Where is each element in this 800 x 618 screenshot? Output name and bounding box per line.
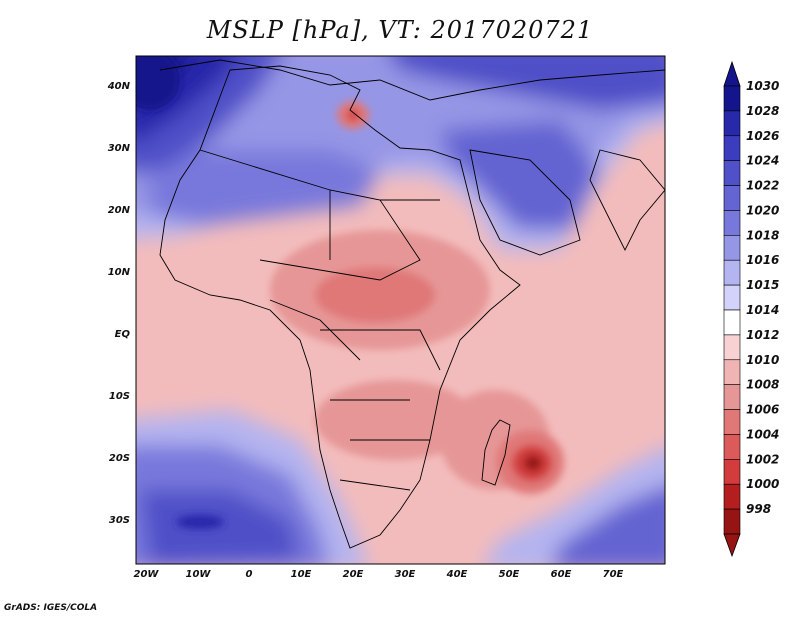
arabia-coast xyxy=(469,149,581,256)
sahara-high xyxy=(150,150,380,225)
colorbar-label: 1020 xyxy=(746,203,779,217)
colorbar-label: 1010 xyxy=(746,353,779,367)
lat-label: 30N xyxy=(108,143,131,154)
lat-label: 20S xyxy=(109,453,130,464)
colorbar-swatch xyxy=(723,135,741,161)
colorbar-swatch xyxy=(723,434,741,460)
colorbar-label: 1002 xyxy=(746,452,779,466)
colorbar-swatch xyxy=(723,110,741,137)
madagascar-low-core xyxy=(524,455,542,471)
colorbar-swatch xyxy=(723,334,741,361)
lat-label: 30S xyxy=(109,515,130,526)
coastlines xyxy=(159,59,665,549)
internal-borders xyxy=(199,149,441,491)
lon-label: 40E xyxy=(446,569,468,580)
colorbar-swatch xyxy=(723,483,741,510)
lon-label: 20W xyxy=(134,569,160,580)
europe-coast xyxy=(159,59,665,101)
colorbar-label: 1015 xyxy=(746,278,779,292)
colorbar-label: 1024 xyxy=(746,154,779,168)
colorbar: 1030 1028 1026 1024 1022 1020 1018 1016 1015 1014… xyxy=(723,60,779,558)
colorbar-label: 1016 xyxy=(746,253,779,267)
lat-label: 10S xyxy=(109,391,130,402)
colorbar-label: 1004 xyxy=(746,427,779,441)
lat-label: 10N xyxy=(108,267,131,278)
colorbar-swatch xyxy=(723,160,741,186)
colorbar-labels: 1030 1028 1026 1024 1022 1020 1018 1016 1015 1014… xyxy=(746,79,779,516)
colorbar-swatch xyxy=(723,359,741,385)
lon-label: 10E xyxy=(291,569,312,580)
colorbar-label: 1030 xyxy=(746,79,779,93)
lon-axis: 20W 10W 0 10E 20E 30E 40E 50E 60E 70E xyxy=(134,569,624,580)
south-indian-high xyxy=(552,486,665,564)
colorbar-label: 1028 xyxy=(746,104,779,118)
lat-label: 40N xyxy=(107,81,131,92)
central-africa-low xyxy=(315,267,435,323)
pressure-field xyxy=(136,56,665,564)
colorbar-label: 1000 xyxy=(746,477,779,491)
madagascar-coast xyxy=(481,419,511,486)
lon-label: 30E xyxy=(395,569,416,580)
colorbar-swatch xyxy=(723,508,741,535)
lat-axis: 40N 30N 20N 10N EQ 10S 20S 30S xyxy=(107,81,131,526)
india-coast xyxy=(589,149,665,252)
lat-label: EQ xyxy=(115,329,131,340)
colorbar-swatch xyxy=(723,259,741,286)
arabia-high xyxy=(440,120,600,230)
colorbar-swatch xyxy=(723,85,741,112)
colorbar-label: 1018 xyxy=(746,228,779,242)
africa-coast xyxy=(159,65,521,549)
map-frame xyxy=(135,55,666,565)
colorbar-top-arrow xyxy=(723,60,741,87)
atlantic-high-peak xyxy=(136,56,180,110)
lon-label: 50E xyxy=(499,569,520,580)
colorbar-label: 1006 xyxy=(746,403,779,417)
lat-label: 20N xyxy=(108,205,131,216)
credit-text: GrADS: IGES/COLA xyxy=(4,603,98,613)
colorbar-label: 1014 xyxy=(746,303,779,317)
colorbar-swatch xyxy=(723,459,741,485)
colorbar-swatch xyxy=(723,235,741,261)
mediterranean-low-core xyxy=(347,109,359,121)
south-atlantic-high-center xyxy=(176,515,224,529)
colorbar-label: 1026 xyxy=(746,129,779,143)
colorbar-label: 1022 xyxy=(746,179,779,193)
map-title: MSLP [hPa], VT: 2017020721 xyxy=(206,16,594,44)
colorbar-swatch xyxy=(723,210,741,236)
colorbar-bottom-arrow xyxy=(723,533,741,558)
colorbar-swatch xyxy=(723,185,741,211)
colorbar-swatch xyxy=(723,284,741,311)
colorbar-swatch xyxy=(723,309,741,336)
colorbar-label: 998 xyxy=(746,502,771,516)
lon-label: 20E xyxy=(343,569,364,580)
colorbar-label: 1012 xyxy=(746,328,779,342)
lon-label: 0 xyxy=(246,569,253,580)
lon-label: 60E xyxy=(551,569,572,580)
lon-label: 10W xyxy=(186,569,212,580)
lon-label: 70E xyxy=(603,569,624,580)
colorbar-swatch xyxy=(723,409,741,435)
europe-high xyxy=(390,56,665,110)
colorbar-label: 1008 xyxy=(746,378,779,392)
colorbar-swatch xyxy=(723,384,741,410)
south-atlantic-high-core xyxy=(140,490,300,564)
